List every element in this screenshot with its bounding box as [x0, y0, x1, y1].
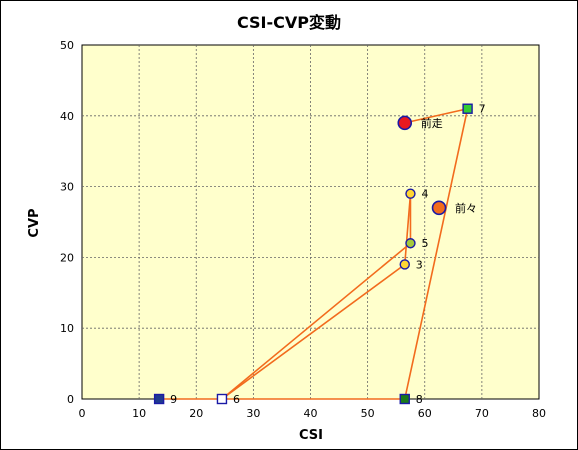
path-segment: [221, 263, 406, 400]
point-marker: [399, 393, 410, 405]
y-tick-label: 50: [60, 39, 74, 52]
x-tick-label: 40: [304, 407, 318, 420]
point-label: 3: [416, 258, 423, 271]
point-marker: [462, 103, 473, 114]
y-tick-label: 20: [60, 251, 74, 264]
point-label: 6: [233, 393, 240, 406]
y-axis-ticks: 0 10 20 30 40 50: [60, 39, 74, 406]
path-segment: [221, 242, 411, 400]
x-tick-label: 20: [189, 407, 203, 420]
x-tick-label: 10: [132, 407, 146, 420]
y-tick-label: 30: [60, 181, 74, 194]
y-tick-label: 40: [60, 110, 74, 123]
point-marker: [399, 259, 410, 270]
point-marker: [153, 393, 165, 405]
point-marker: [216, 393, 228, 405]
y-axis-label: CVP: [27, 208, 42, 237]
point-marker: [405, 238, 416, 249]
y-tick-label: 0: [67, 393, 74, 406]
path-segment: [403, 108, 469, 400]
x-axis-label: CSI: [299, 428, 323, 443]
x-tick-label: 70: [475, 407, 489, 420]
chart-title: CSI-CVP変動: [237, 13, 341, 32]
point-label: 4: [421, 188, 428, 201]
point-label: 前々: [455, 201, 477, 215]
x-tick-label: 30: [246, 407, 260, 420]
x-axis-ticks: 0 10 20 30 40 50 60 70 80: [79, 407, 547, 420]
point-marker: [405, 188, 416, 199]
x-tick-label: 0: [79, 407, 86, 420]
path-segment: [403, 193, 412, 265]
point-label: 5: [421, 237, 428, 250]
series-markers: [153, 103, 473, 405]
point-label: 7: [479, 103, 486, 116]
point-label: 前走: [421, 116, 443, 130]
path-segment: [404, 107, 468, 124]
x-tick-label: 80: [532, 407, 546, 420]
point-marker: [397, 115, 413, 131]
grid-lines: [82, 45, 539, 399]
x-tick-label: 60: [418, 407, 432, 420]
series-path: [159, 107, 469, 400]
point-label: 8: [416, 393, 423, 406]
y-tick-label: 10: [60, 322, 74, 335]
point-label: 9: [170, 393, 177, 406]
x-tick-label: 50: [361, 407, 375, 420]
point-marker: [431, 200, 447, 216]
